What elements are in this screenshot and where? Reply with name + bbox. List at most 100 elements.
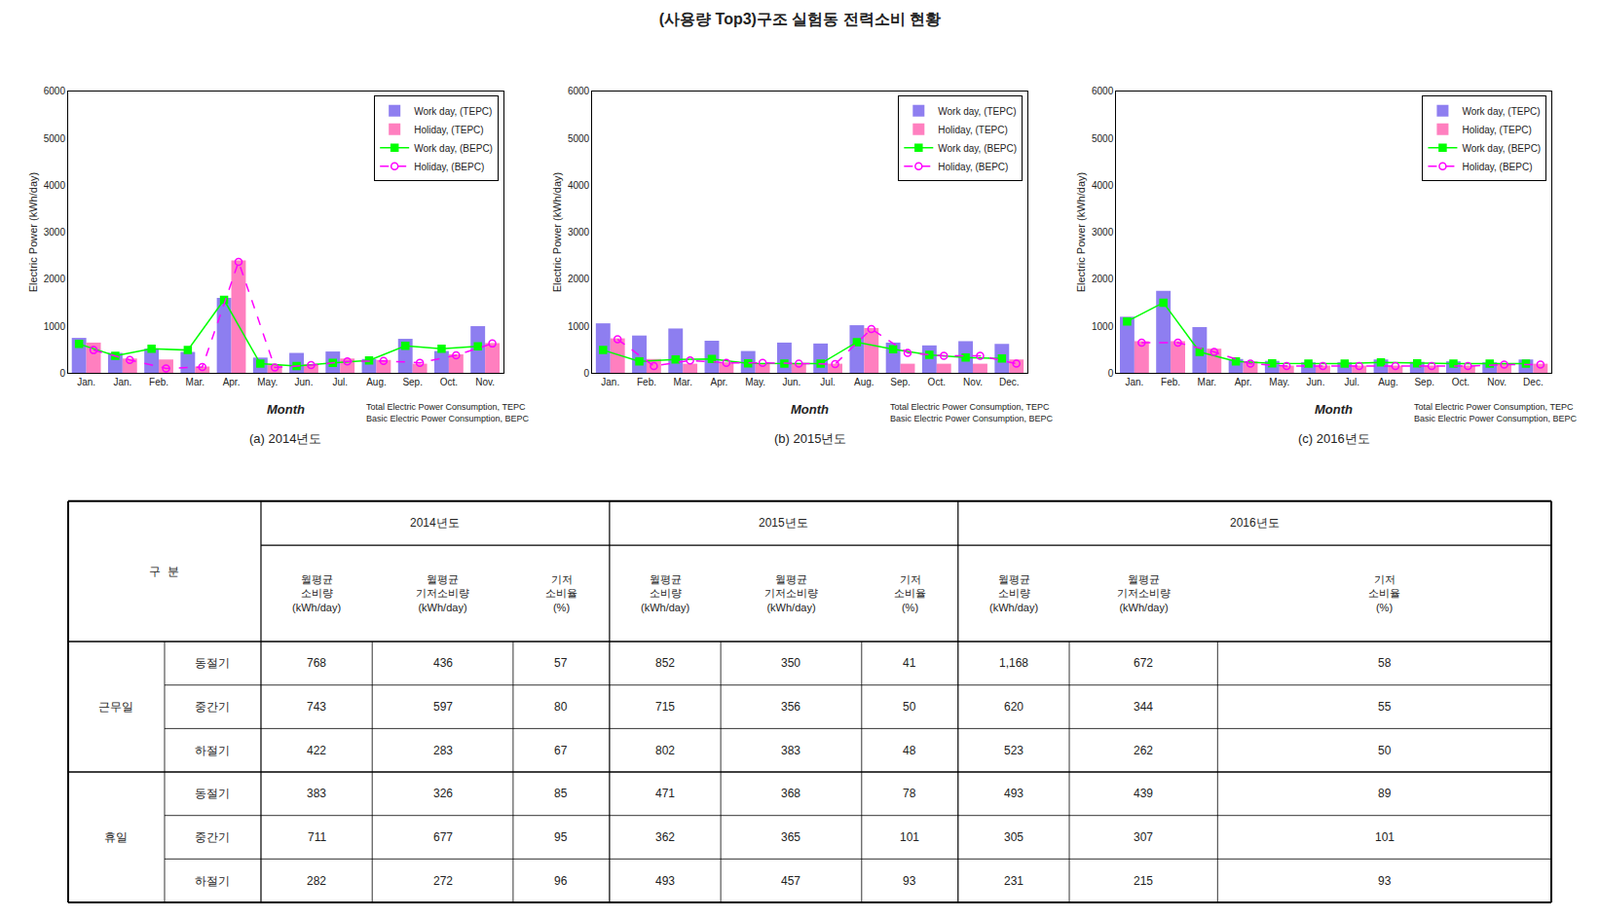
svg-text:2000: 2000 [43,273,67,285]
svg-text:0: 0 [584,368,591,379]
svg-text:기저소비율(%): 기저소비율(%) [1368,573,1401,614]
svg-text:(b) 2015년도: (b) 2015년도 [774,431,847,447]
svg-text:78: 78 [902,786,917,801]
svg-text:272: 272 [433,874,453,889]
svg-text:307: 307 [1133,830,1154,845]
svg-text:Jan.: Jan. [76,376,96,388]
svg-text:101: 101 [899,830,920,845]
svg-text:월평균소비량(kWh/day): 월평균소비량(kWh/day) [640,573,690,614]
svg-text:Jan.: Jan. [600,376,620,388]
svg-text:6000: 6000 [43,85,67,97]
svg-text:283: 283 [433,744,453,758]
svg-text:May.: May. [257,376,278,388]
svg-text:Work day, (TEPC): Work day, (TEPC) [1461,106,1540,117]
svg-text:262: 262 [1133,744,1154,758]
svg-text:95: 95 [554,830,568,845]
svg-text:Total Electric Power Consumpti: Total Electric Power Consumption, TEPC [366,402,526,412]
svg-text:383: 383 [306,786,327,801]
svg-text:Holiday, (BEPC): Holiday, (BEPC) [937,161,1008,173]
svg-text:672: 672 [1133,656,1154,670]
svg-text:Jul.: Jul. [1343,376,1360,388]
svg-text:월평균소비량(kWh/day): 월평균소비량(kWh/day) [292,573,341,614]
svg-text:Work day, (BEPC): Work day, (BEPC) [413,143,493,154]
svg-text:523: 523 [1004,744,1024,758]
svg-text:743: 743 [306,700,327,714]
svg-text:Feb.: Feb. [636,376,657,388]
svg-text:1000: 1000 [43,321,67,333]
svg-text:Jun.: Jun. [781,376,801,388]
svg-text:Work day, (BEPC): Work day, (BEPC) [1461,143,1541,154]
svg-text:구 분: 구 분 [148,564,180,579]
svg-text:Basic Electric Power Consumpti: Basic Electric Power Consumption, BEPC [890,413,1054,424]
svg-text:월평균기저소비량(kWh/day): 월평균기저소비량(kWh/day) [764,573,819,614]
svg-text:457: 457 [781,874,801,889]
svg-text:Total Electric Power Consumpti: Total Electric Power Consumption, TEPC [1413,402,1574,412]
svg-text:May.: May. [744,376,766,388]
svg-text:Nov.: Nov. [963,376,983,388]
svg-text:365: 365 [781,830,801,845]
svg-text:677: 677 [433,830,453,845]
svg-text:Oct.: Oct. [1451,376,1470,388]
svg-text:362: 362 [655,830,675,845]
svg-text:368: 368 [781,786,801,801]
svg-text:Holiday, (TEPC): Holiday, (TEPC) [413,124,484,136]
svg-text:1000: 1000 [1091,321,1115,333]
svg-text:Electric Power (kWh/day): Electric Power (kWh/day) [27,172,39,293]
svg-text:67: 67 [554,744,568,758]
svg-text:50: 50 [1377,744,1392,758]
svg-text:Jun.: Jun. [1306,376,1326,388]
svg-text:동절기: 동절기 [194,656,230,670]
svg-text:4000: 4000 [567,180,591,191]
svg-text:80: 80 [554,700,568,714]
svg-text:Jul.: Jul. [332,376,348,388]
svg-text:48: 48 [902,744,917,758]
svg-text:Holiday, (BEPC): Holiday, (BEPC) [413,161,484,173]
svg-text:2014년도: 2014년도 [409,516,460,530]
svg-text:4000: 4000 [43,180,67,191]
svg-text:(a) 2014년도: (a) 2014년도 [249,431,322,447]
svg-text:50: 50 [902,700,917,714]
svg-text:Jan.: Jan. [1124,376,1144,388]
svg-text:383: 383 [781,744,801,758]
svg-text:Electric Power (kWh/day): Electric Power (kWh/day) [551,172,563,293]
svg-text:Jan.: Jan. [112,376,132,388]
svg-text:1,168: 1,168 [999,656,1029,670]
svg-text:6000: 6000 [1091,85,1115,97]
svg-text:350: 350 [781,656,801,670]
svg-text:휴일: 휴일 [104,830,128,845]
svg-text:Basic Electric Power Consumpti: Basic Electric Power Consumption, BEPC [1413,413,1578,424]
svg-text:Mar.: Mar. [672,376,692,388]
svg-text:중간기: 중간기 [194,830,230,845]
svg-text:620: 620 [1004,700,1024,714]
svg-text:3000: 3000 [567,226,591,238]
svg-text:동절기: 동절기 [194,786,230,801]
svg-text:493: 493 [1004,786,1024,801]
svg-text:55: 55 [1377,700,1392,714]
svg-text:41: 41 [902,656,917,670]
svg-text:Jun.: Jun. [295,376,314,388]
svg-text:93: 93 [902,874,917,889]
svg-text:2016년도: 2016년도 [1229,516,1280,530]
svg-text:Oct.: Oct. [440,376,458,388]
svg-text:0: 0 [59,368,66,379]
svg-text:Aug.: Aug. [1377,376,1399,388]
svg-text:802: 802 [655,744,675,758]
svg-text:5000: 5000 [567,133,591,145]
svg-text:Apr.: Apr. [223,376,241,388]
svg-text:422: 422 [306,744,327,758]
svg-text:93: 93 [1377,874,1392,889]
svg-text:Total Electric Power Consumpti: Total Electric Power Consumption, TEPC [890,402,1050,412]
svg-text:Holiday, (TEPC): Holiday, (TEPC) [1461,124,1532,136]
svg-text:Feb.: Feb. [1160,376,1181,388]
svg-text:중간기: 중간기 [194,700,230,714]
svg-text:기저소비율(%): 기저소비율(%) [893,573,927,614]
svg-text:(c) 2016년도: (c) 2016년도 [1298,431,1371,447]
svg-text:282: 282 [306,874,327,889]
svg-text:471: 471 [655,786,675,801]
svg-text:월평균기저소비량(kWh/day): 월평균기저소비량(kWh/day) [415,573,470,614]
svg-text:Oct.: Oct. [928,376,946,388]
svg-text:85: 85 [554,786,568,801]
svg-text:월평균기저소비량(kWh/day): 월평균기저소비량(kWh/day) [1116,573,1171,614]
svg-text:Month: Month [790,402,829,417]
svg-text:Sep.: Sep. [402,376,423,388]
